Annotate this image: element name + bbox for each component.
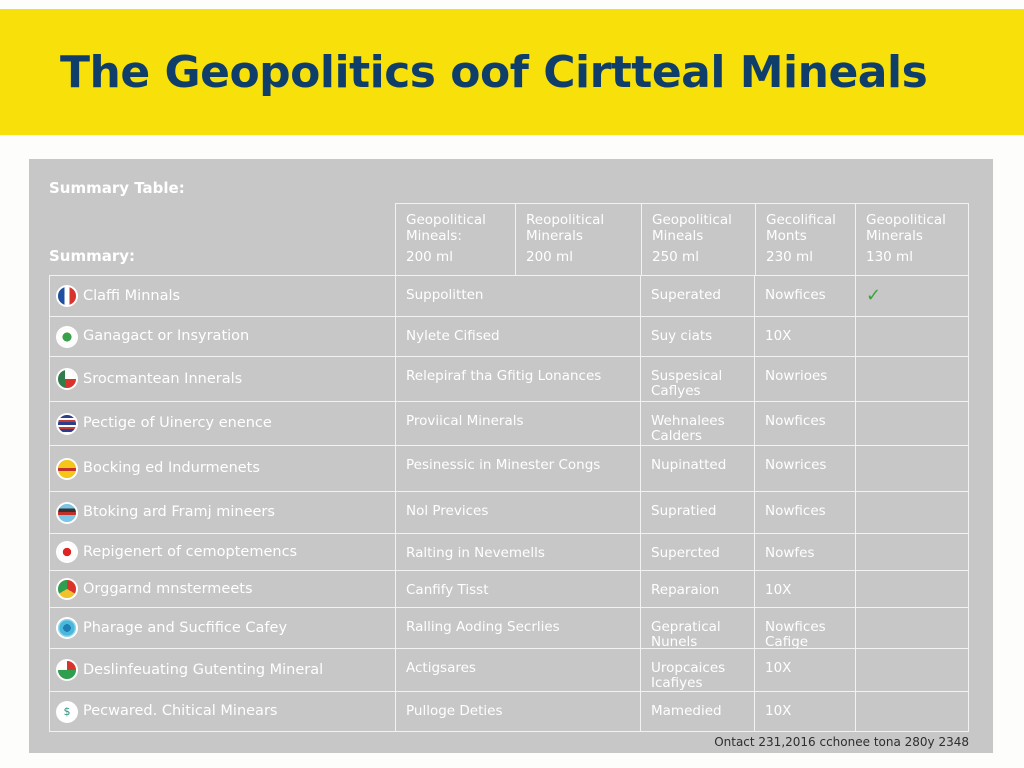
table-cell-c1: Nol Previces xyxy=(395,491,641,534)
table-cell-c1: Nylete Cifised xyxy=(395,316,641,357)
table-row[interactable]: Pharage and Sucfifice Cafey xyxy=(49,607,396,649)
table-row[interactable]: Btoking ard Framj mineers xyxy=(49,491,396,534)
column-header-value: 250 ml xyxy=(652,249,699,265)
table-cell-c3: Nowfices xyxy=(754,401,856,446)
table-cell-c2: Supratied xyxy=(640,491,755,534)
table-cell-c4 xyxy=(855,445,969,492)
table-cell-c4 xyxy=(855,533,969,571)
table-row[interactable]: Ganagact or Insyration xyxy=(49,316,396,357)
row-label: Pharage and Sucfifice Cafey xyxy=(83,619,288,636)
table-cell-c2: Gepratical Nunels xyxy=(640,607,755,649)
column-header-value: 230 ml xyxy=(766,249,813,265)
column-header-title: Gecolifical Monts xyxy=(766,212,836,244)
column-header-title: Geopolitical Minerals xyxy=(866,212,946,244)
table-cell-c1: Relepiraf tha Gfitig Lonances xyxy=(395,356,641,402)
globe-icon xyxy=(58,619,76,637)
table-row[interactable]: Bocking ed Indurmenets xyxy=(49,445,396,492)
table-cell-c4 xyxy=(855,691,969,732)
table-cell-c4 xyxy=(855,401,969,446)
table-cell-c3: 10X xyxy=(754,648,856,692)
column-header: Geopolitical Minerals 130 ml xyxy=(855,203,969,276)
column-header-value: 200 ml xyxy=(406,249,453,265)
table-cell-c1: Suppolitten xyxy=(395,275,641,317)
table-cell-c3: 10X xyxy=(754,691,856,732)
table-cell-c3: Nowfices xyxy=(754,275,856,317)
table-row[interactable]: Pectige of Uinercy enence xyxy=(49,401,396,446)
column-header-title: Geopolitical Mineals: xyxy=(406,212,486,244)
currency-exchange-icon: $ xyxy=(58,702,76,721)
table-cell-c2: Uropcaices Icafiyes xyxy=(640,648,755,692)
table-cell-c1: Actigsares xyxy=(395,648,641,692)
striped-flag-icon xyxy=(58,503,76,522)
germany-flag-icon xyxy=(58,459,76,478)
table-cell-c3: Nowrioes xyxy=(754,356,856,402)
row-label: Ganagact or Insyration xyxy=(83,328,250,344)
table-cell-c3: Nowfices Cafige xyxy=(754,607,856,649)
title-banner: The Geopolitics oof Cirtteal Mineals xyxy=(0,9,1024,135)
row-label: Repigenert of cemoptemencs xyxy=(83,543,298,560)
column-header-title: Reopolitical Minerals xyxy=(526,212,605,244)
table-cell-c2: Superated xyxy=(640,275,755,317)
green-emblem-icon xyxy=(58,327,76,346)
summary-label: Summary: xyxy=(49,247,136,265)
table-cell-c2: Nupinatted xyxy=(640,445,755,492)
row-label: Bocking ed Indurmenets xyxy=(83,460,260,476)
column-header: Reopolitical Minerals 200 ml xyxy=(515,203,642,276)
table-cell-c1: Proviical Minerals xyxy=(395,401,641,446)
table-cell-c2: Supercted xyxy=(640,533,755,571)
column-header: Geopolitical Mineals: 200 ml xyxy=(395,203,516,276)
table-row[interactable]: Srocmantean Innerals xyxy=(49,356,396,402)
green-red-flag-icon xyxy=(58,370,76,388)
row-label: Btoking ard Framj mineers xyxy=(83,504,275,520)
check-icon: ✓ xyxy=(866,285,882,306)
table-cell-c4 xyxy=(855,648,969,692)
row-label: Pectige of Uinercy enence xyxy=(83,415,272,431)
table-cell-c1: Canfify Tisst xyxy=(395,570,641,608)
row-label: Srocmantean Innerals xyxy=(83,370,243,387)
table-cell-c2: Reparaion xyxy=(640,570,755,608)
table-cell-c4 xyxy=(855,356,969,402)
table-cell-c4 xyxy=(855,607,969,649)
table-row[interactable]: Claffi Minnals xyxy=(49,275,396,317)
table-cell-c1: Pulloge Deties xyxy=(395,691,641,732)
column-header-value: 130 ml xyxy=(866,249,913,265)
table-cell-c2: Suspesical Caflyes xyxy=(640,356,755,402)
table-cell-c2: Wehnalees Calders xyxy=(640,401,755,446)
table-cell-c1: Ralling Aoding Secrlies xyxy=(395,607,641,649)
france-flag-icon xyxy=(58,287,76,305)
table-cell-c1: Pesinessic in Minester Congs xyxy=(395,445,641,492)
table-cell-c3: Nowfices xyxy=(754,491,856,534)
usa-flag-icon xyxy=(58,414,76,433)
table-cell-c2: Mamedied xyxy=(640,691,755,732)
table-row[interactable]: Orggarnd mnstermeets xyxy=(49,570,396,608)
column-header: Gecolifical Monts 230 ml xyxy=(755,203,856,276)
table-cell-c4 xyxy=(855,316,969,357)
japan-flag-icon xyxy=(58,543,76,561)
row-label: Claffi Minnals xyxy=(83,287,181,304)
summary-card: Summary Table: Summary: Geopolitical Min… xyxy=(29,159,993,753)
column-header-title: Geopolitical Mineals xyxy=(652,212,732,244)
page-title: The Geopolitics oof Cirtteal Mineals xyxy=(60,47,928,98)
footer-note: Ontact 231,2016 cchonee tona 280y 2348 xyxy=(714,735,969,749)
table-cell-c4 xyxy=(855,491,969,534)
table-cell-c4: ✓ xyxy=(855,275,969,317)
row-label: Orggarnd mnstermeets xyxy=(83,580,253,597)
table-cell-c2: Suy ciats xyxy=(640,316,755,357)
row-label: Deslinfeuating Gutenting Mineral xyxy=(83,661,324,678)
table-cell-c3: Nowfes xyxy=(754,533,856,571)
multicolor-flag-icon xyxy=(58,661,76,679)
table-cell-c4 xyxy=(855,570,969,608)
column-header-value: 200 ml xyxy=(526,249,573,265)
table-row[interactable]: Repigenert of cemoptemencs xyxy=(49,533,396,571)
table-cell-c3: Nowrices xyxy=(754,445,856,492)
table-row[interactable]: $ Pecwared. Chitical Minears xyxy=(49,691,396,732)
table-row[interactable]: Deslinfeuating Gutenting Mineral xyxy=(49,648,396,692)
summary-table-label: Summary Table: xyxy=(49,179,185,197)
table-cell-c1: Ralting in Nevemells xyxy=(395,533,641,571)
chrome-like-icon xyxy=(58,580,76,598)
column-header: Geopolitical Mineals 250 ml xyxy=(641,203,756,276)
table-cell-c3: 10X xyxy=(754,570,856,608)
row-label: Pecwared. Chitical Minears xyxy=(83,703,278,719)
table-cell-c3: 10X xyxy=(754,316,856,357)
